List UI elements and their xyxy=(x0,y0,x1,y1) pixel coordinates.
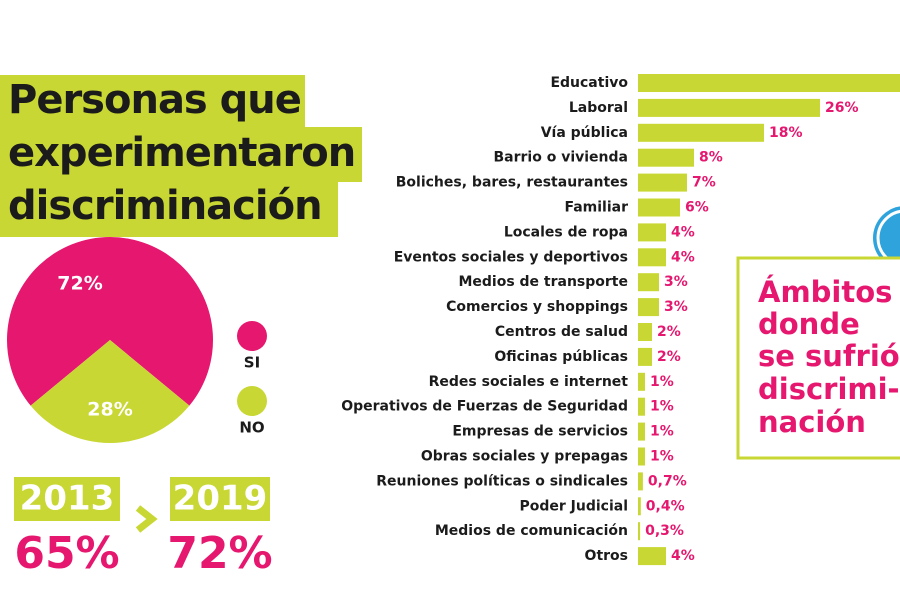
legend-swatch xyxy=(237,321,267,351)
annotation: se sufrió xyxy=(758,339,900,373)
value-label: 1% xyxy=(650,424,674,440)
category-label: Vía pública xyxy=(541,125,628,141)
value-label: 2% xyxy=(657,349,681,365)
value-label: 3% xyxy=(664,299,688,315)
year: 2013 xyxy=(20,479,115,519)
decor-circle xyxy=(873,206,900,270)
title-bg xyxy=(0,127,362,182)
value-label: 0,7% xyxy=(648,473,687,489)
comparison-value: 65% xyxy=(14,528,119,579)
category-label: Barrio o vivienda xyxy=(494,150,629,166)
category-label: Medios de transporte xyxy=(458,274,628,290)
bar xyxy=(638,298,659,317)
category-label: Otros xyxy=(585,548,628,564)
value-label: 0,3% xyxy=(645,523,684,539)
annotation: nación xyxy=(758,405,866,439)
category-label: Eventos sociales y deportivos xyxy=(394,249,628,265)
bar xyxy=(638,74,900,92)
value-label: 4% xyxy=(671,224,695,240)
pie-label: 72% xyxy=(57,273,102,295)
category-label: Oficinas públicas xyxy=(494,349,628,365)
title-line: experimentaron xyxy=(8,130,355,176)
bar xyxy=(638,248,666,267)
year-box xyxy=(14,477,120,521)
value-label: 1% xyxy=(650,449,674,465)
year: 2019 xyxy=(173,479,268,519)
value-label: 26% xyxy=(825,100,859,116)
category-label: Centros de salud xyxy=(495,324,628,340)
bar xyxy=(638,198,680,217)
annotation: Ámbitos xyxy=(758,275,892,309)
bar xyxy=(638,148,694,167)
legend-swatch xyxy=(237,386,267,416)
title-line: Personas que xyxy=(8,77,301,123)
value-label: 8% xyxy=(699,150,723,166)
year-box xyxy=(170,477,270,521)
bar xyxy=(638,397,645,416)
arrow xyxy=(135,505,158,533)
bar xyxy=(638,422,645,441)
category-label: Obras sociales y prepagas xyxy=(421,449,628,465)
category-label: Laboral xyxy=(569,100,628,116)
title-bg xyxy=(0,75,305,127)
title-line: discriminación xyxy=(8,183,322,229)
category-label: Operativos de Fuerzas de Seguridad xyxy=(341,399,628,415)
category-label: Empresas de servicios xyxy=(452,424,628,440)
bar xyxy=(638,347,652,366)
value-label: 3% xyxy=(664,274,688,290)
value-label: 2% xyxy=(657,324,681,340)
legend-label: NO xyxy=(239,419,264,437)
bar xyxy=(638,323,652,341)
decor-circle xyxy=(876,209,900,267)
pie-label: 28% xyxy=(87,399,132,421)
category-label: Educativo xyxy=(550,75,628,91)
annotation: donde xyxy=(758,307,860,341)
pie-slice xyxy=(7,237,214,406)
value-label: 1% xyxy=(650,374,674,390)
category-label: Poder Judicial xyxy=(519,498,628,514)
value-label: 7% xyxy=(692,175,716,191)
category-label: Reuniones políticas o sindicales xyxy=(376,473,628,489)
annotation: discrimi- xyxy=(758,372,900,406)
pie-slice xyxy=(30,340,190,443)
bar xyxy=(638,522,641,541)
value-label: 0,4% xyxy=(646,498,685,514)
value-label: 6% xyxy=(685,200,709,216)
category-label: Locales de ropa xyxy=(504,224,628,240)
category-label: Medios de comunicación xyxy=(435,523,628,539)
bar xyxy=(638,547,666,566)
bar xyxy=(638,372,645,391)
category-label: Comercios y shoppings xyxy=(446,299,628,315)
bar xyxy=(638,223,666,242)
bar xyxy=(638,173,687,192)
title-bg xyxy=(0,182,338,237)
bar xyxy=(638,472,643,491)
category-label: Familiar xyxy=(564,200,628,216)
legend-label: SI xyxy=(244,354,260,372)
comparison-value: 72% xyxy=(167,528,272,579)
category-label: Redes sociales e internet xyxy=(429,374,629,390)
bar xyxy=(638,273,659,292)
value-label: 4% xyxy=(671,548,695,564)
annotation-box xyxy=(736,256,900,460)
value-label: 18% xyxy=(769,125,803,141)
bar xyxy=(638,123,764,142)
bar xyxy=(638,98,820,117)
bar xyxy=(638,447,645,466)
value-label: 1% xyxy=(650,399,674,415)
bar xyxy=(638,497,641,516)
value-label: 4% xyxy=(671,249,695,265)
category-label: Boliches, bares, restaurantes xyxy=(396,175,628,191)
